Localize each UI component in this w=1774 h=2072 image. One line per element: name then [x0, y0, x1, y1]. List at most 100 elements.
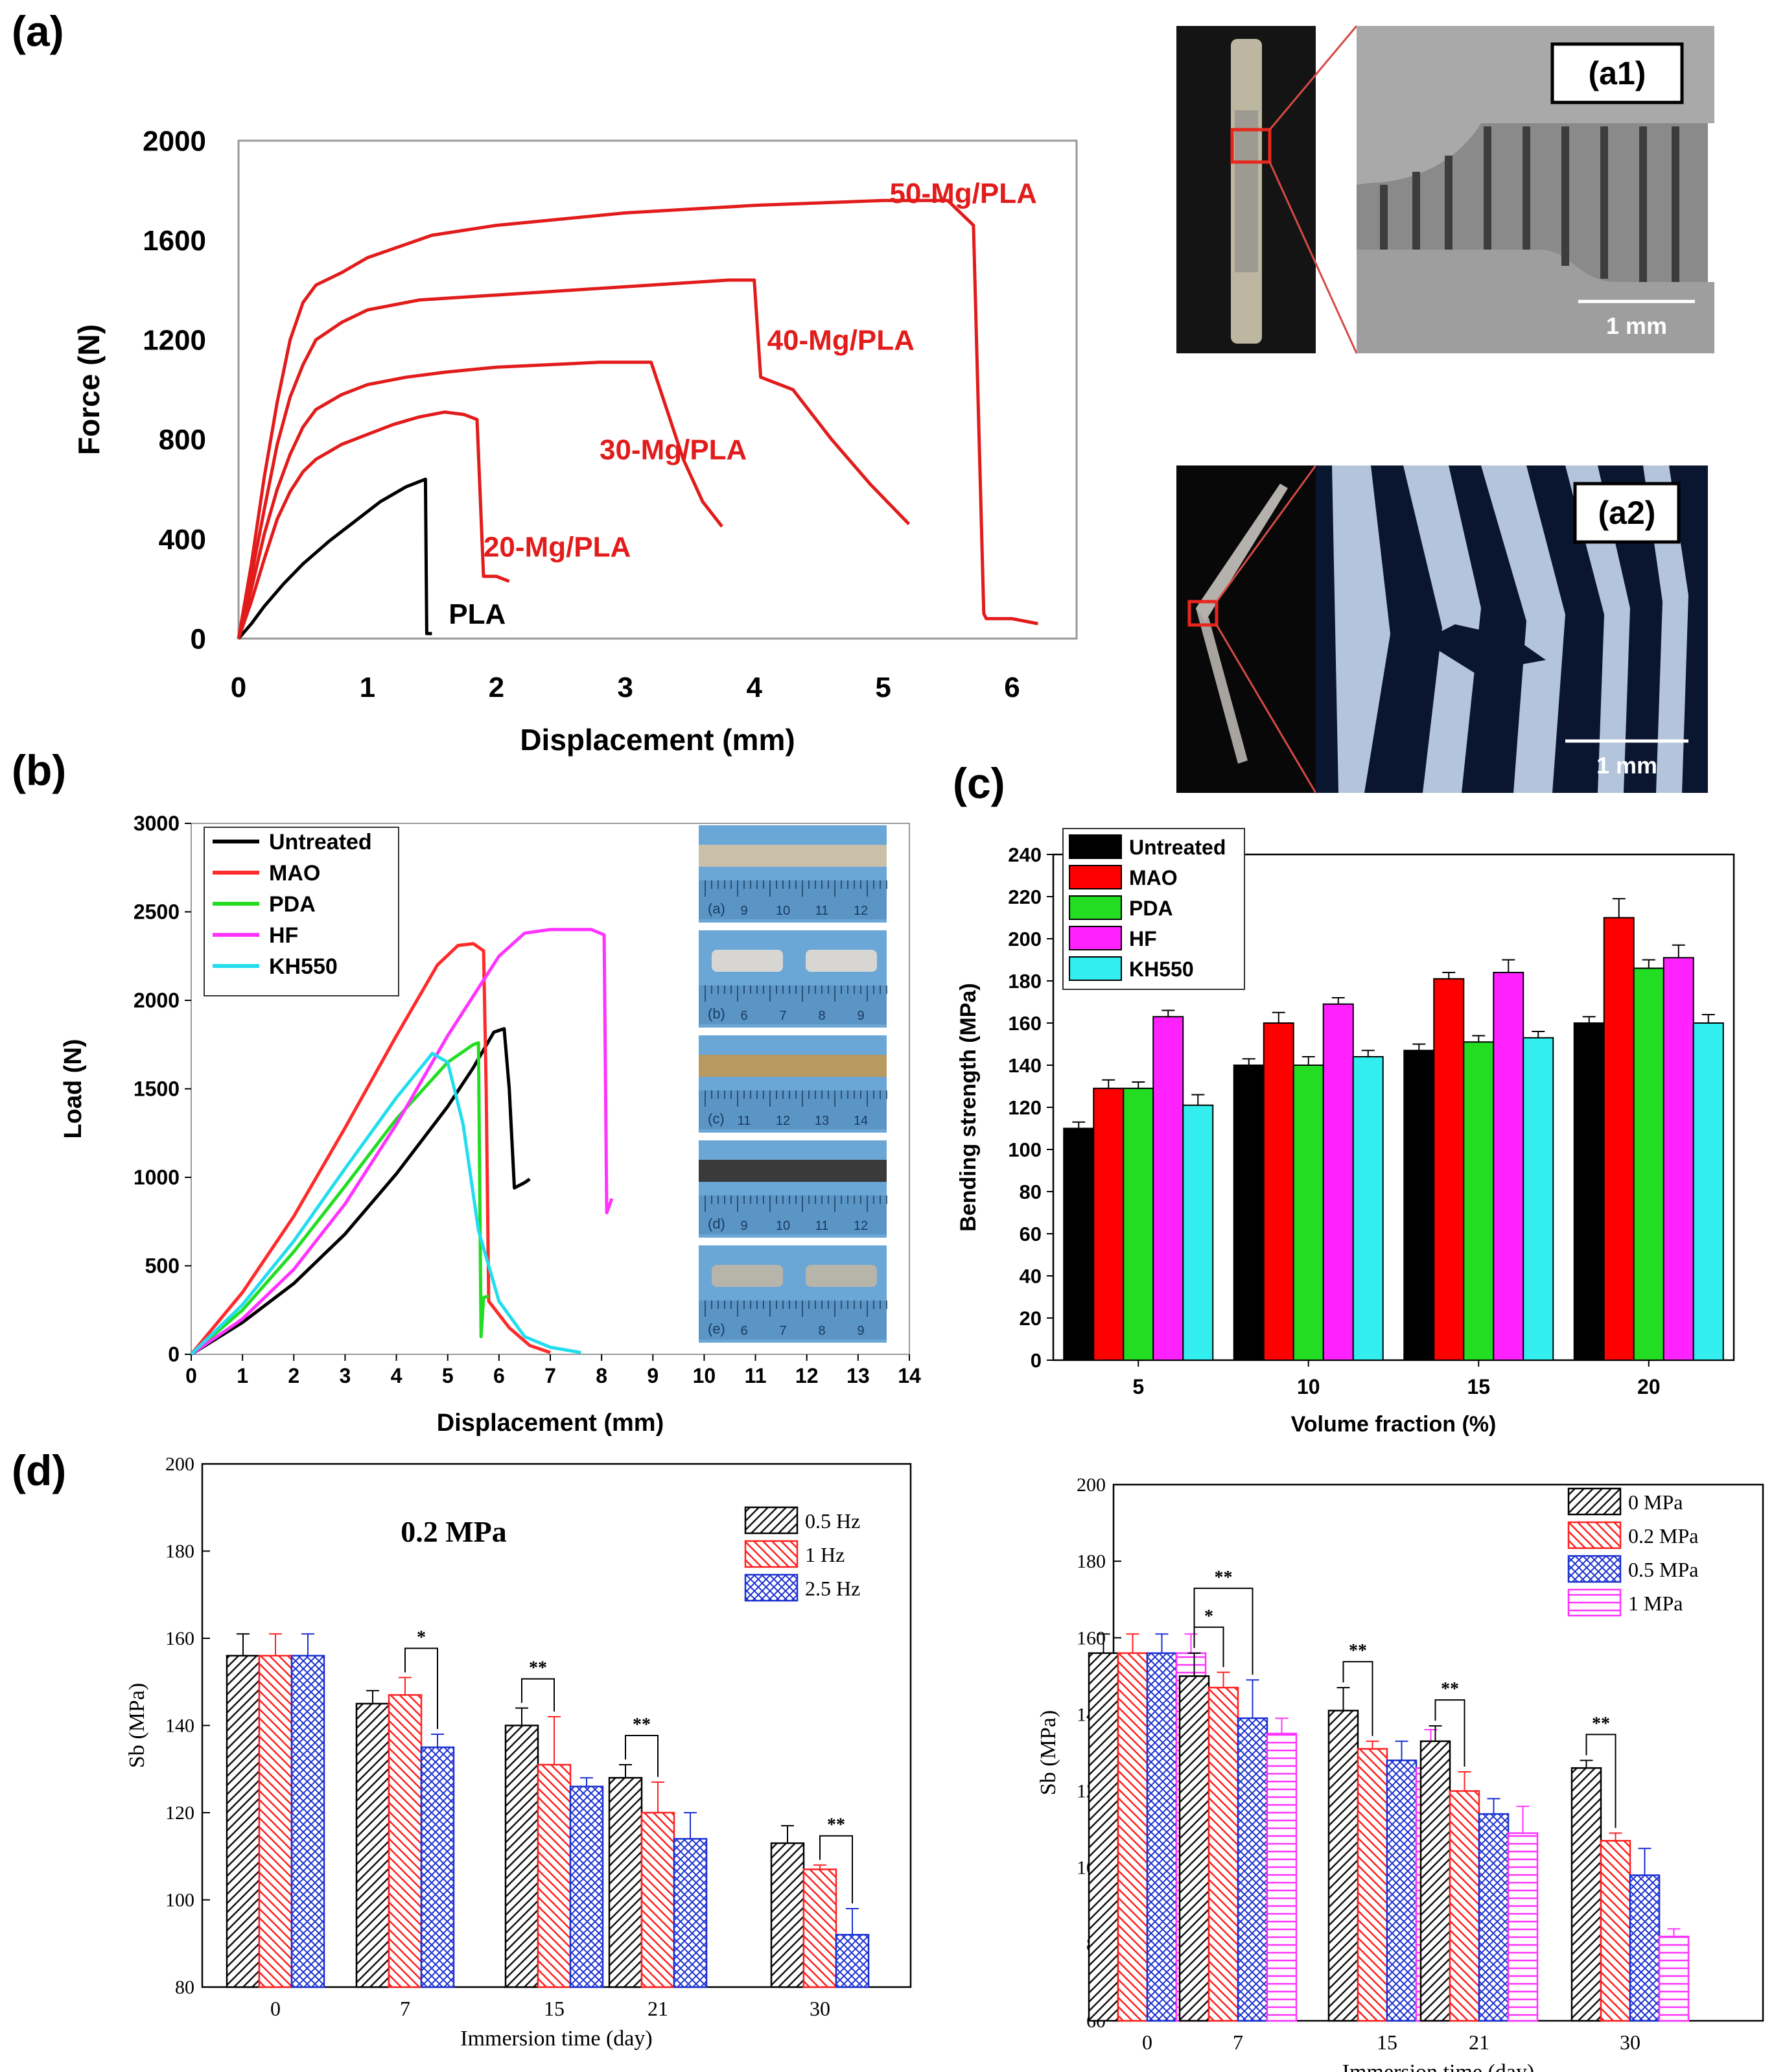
y-tick-label: 0 [191, 623, 206, 655]
bar [802, 1868, 837, 1988]
y-axis-label: Load (N) [60, 1039, 87, 1138]
y-tick-label: 180 [1008, 970, 1042, 993]
inset-label: (c) [708, 1111, 725, 1127]
ruler-number: 9 [740, 904, 747, 918]
series-label-40-mg-pla: 40-Mg/PLA [767, 325, 915, 357]
bar [1419, 1740, 1451, 2022]
legend-label: PDA [269, 892, 316, 917]
series-line-pla [237, 477, 432, 640]
y-tick-label: 240 [1008, 843, 1042, 866]
significance-mark: * [1204, 1607, 1213, 1627]
bar [608, 1776, 643, 1988]
x-tick-label: 5 [442, 1364, 454, 1387]
y-axis-label: Sb (MPa) [125, 1683, 149, 1768]
bar [420, 1746, 455, 1988]
x-tick-label: 7 [400, 1997, 410, 2020]
significance-mark: ** [633, 1715, 651, 1735]
bar [1603, 917, 1635, 1361]
legend-swatch [744, 1506, 799, 1535]
series-label-50-mg-pla: 50-Mg/PLA [890, 178, 1037, 209]
ruler-number: 6 [740, 1324, 747, 1338]
legend-label: 0 MPa [1628, 1490, 1683, 1514]
x-tick-label: 4 [746, 672, 762, 703]
significance-mark: ** [1215, 1568, 1233, 1588]
significance-bracket [625, 1735, 659, 1777]
series-line-20-mg-pla [237, 410, 510, 639]
legend: Untreated MAO PDA HF KH550 [204, 827, 399, 996]
ruler-number: 6 [740, 1009, 747, 1023]
x-tick-label: 15 [1467, 1375, 1490, 1398]
significance-mark: ** [827, 1815, 845, 1835]
legend: 0.5 Hz 1 Hz 2.5 Hz [744, 1506, 860, 1602]
significance-bracket [1434, 1699, 1465, 1767]
bar [1463, 1041, 1495, 1361]
x-axis-label: Displacement (mm) [520, 723, 795, 757]
ruler-number: 10 [776, 1219, 790, 1233]
legend: Untreated MAO PDA HF KH550 [1062, 828, 1245, 990]
legend-swatch [1567, 1555, 1622, 1583]
legend-swatch [1567, 1588, 1622, 1617]
photo-a2-label: (a2) [1598, 495, 1656, 531]
x-tick-label: 5 [875, 672, 891, 703]
bar [1692, 1022, 1724, 1361]
significance-mark: ** [529, 1658, 547, 1678]
x-tick-label: 3 [618, 672, 633, 703]
bar [569, 1785, 604, 1988]
y-axis-label: Sb (MPa) [1036, 1710, 1060, 1795]
bar [1233, 1065, 1265, 1361]
y-tick-label: 80 [175, 1977, 194, 1998]
y-tick-label: 1500 [134, 1077, 180, 1101]
chart-b-load-displacement: 0 1 2 3 4 5 6 7 8 9 10 11 12 13 1405001000150020002500… [60, 812, 921, 1437]
x-tick-label: 2 [489, 672, 504, 703]
y-axis-label: Bending strength (MPa) [956, 983, 981, 1231]
bar [1208, 1686, 1239, 2022]
ruler-number: 9 [740, 1219, 747, 1233]
significance-bracket [404, 1647, 438, 1729]
inset-label: (d) [708, 1216, 725, 1232]
x-tick-label: 4 [391, 1364, 403, 1387]
inset-label: (e) [708, 1321, 725, 1337]
chart-c-bending-strength: 0 20 40 60 80 100 120 140 160 180 200 220 240 5 10 15 20… [956, 828, 1735, 1437]
x-tick-label: 6 [493, 1364, 505, 1387]
bar [1478, 1813, 1510, 2022]
bar [290, 1654, 325, 1988]
bar [1357, 1748, 1388, 2022]
significance-mark: ** [1592, 1713, 1610, 1734]
y-tick-label: 40 [1020, 1265, 1042, 1288]
bar [1182, 1104, 1214, 1361]
chart-d1-frequency: 80 100 120 140 160 180 200 0 7 15 21 30 Immersion ti… [125, 1454, 912, 2051]
ruler-number: 12 [854, 904, 868, 918]
x-tick-label: 5 [1132, 1375, 1144, 1398]
x-tick-label: 7 [1233, 2031, 1243, 2054]
bar [835, 1934, 870, 1988]
legend-label: MAO [1129, 866, 1178, 889]
x-tick-label: 1 [237, 1364, 248, 1387]
y-tick-label: 80 [1020, 1181, 1042, 1203]
ruler-number: 9 [857, 1009, 864, 1023]
bar [1658, 1935, 1690, 2022]
y-tick-label: 2000 [134, 989, 180, 1012]
y-tick-label: 180 [165, 1541, 194, 1562]
chart-title: 0.2 MPa [401, 1515, 507, 1548]
ruler-number: 12 [854, 1219, 868, 1233]
bar [1403, 1050, 1435, 1361]
x-tick-label: 3 [340, 1364, 351, 1387]
x-tick-label: 12 [795, 1364, 819, 1387]
legend-swatch [1567, 1487, 1622, 1516]
y-tick-label: 60 [1020, 1223, 1042, 1245]
significance-bracket [1342, 1661, 1373, 1736]
bar [1146, 1652, 1178, 2022]
y-tick-label: 2000 [143, 125, 206, 157]
x-axis-label: Volume fraction (%) [1291, 1412, 1497, 1437]
bar [1352, 1056, 1384, 1361]
x-tick-label: 11 [745, 1364, 767, 1387]
y-tick-label: 20 [1020, 1307, 1042, 1330]
legend-label: HF [269, 923, 298, 948]
bar [1178, 1675, 1210, 2022]
x-tick-label: 0 [185, 1364, 197, 1387]
photo-b-specimen-insets: 9 10 11 12 (a) 6 7 8 9 (b) 11 12 13 14 (c) 9 10 11 12 (d) 6 7… [699, 825, 887, 1344]
bar [673, 1838, 708, 1988]
x-tick-label: 6 [1004, 672, 1020, 703]
bar [388, 1694, 423, 1988]
bar [1663, 957, 1694, 1361]
